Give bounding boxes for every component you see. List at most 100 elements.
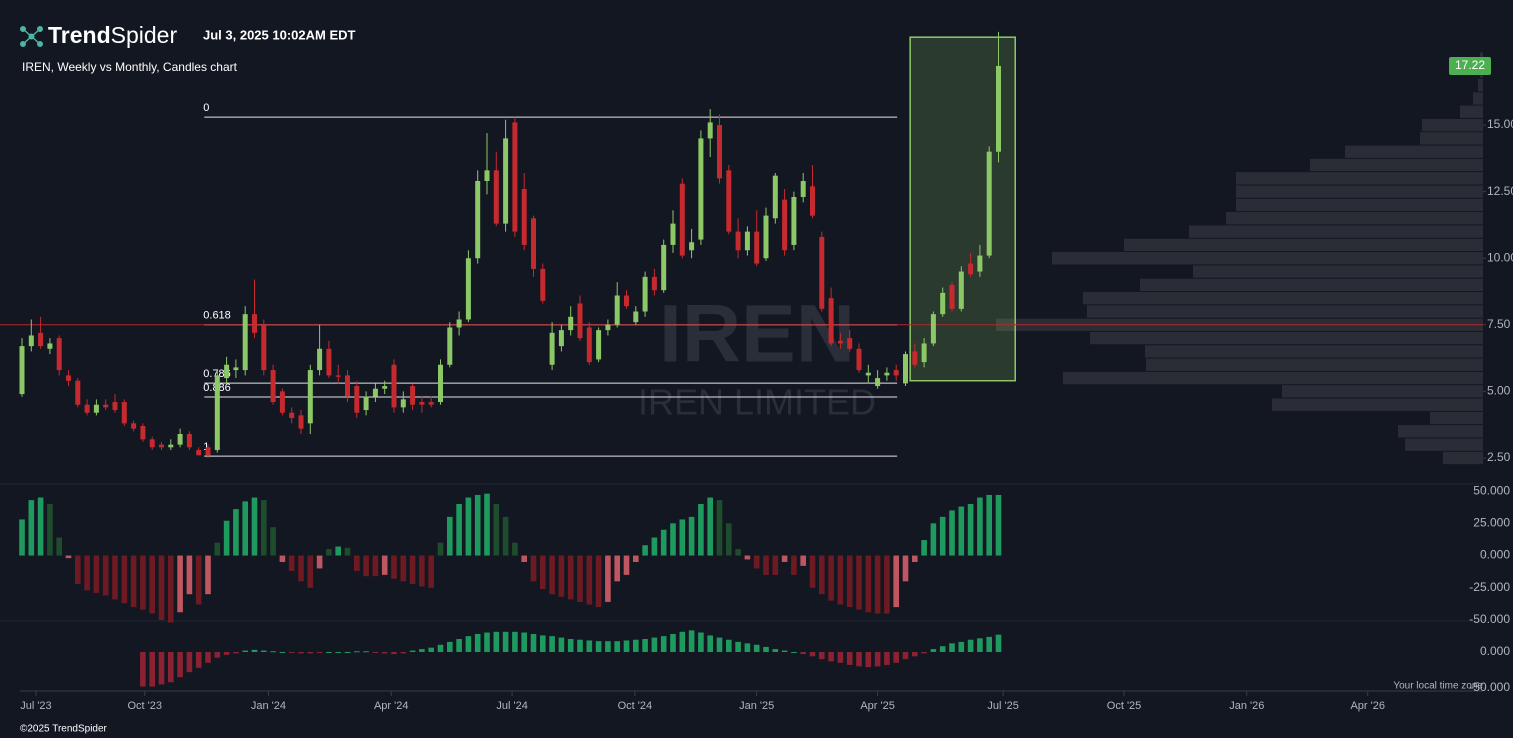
- osc2-bar: [921, 651, 927, 654]
- osc1-bar: [884, 555, 890, 614]
- candle-body: [847, 338, 853, 349]
- x-tick-label: Apr '25: [860, 700, 895, 712]
- osc2-bar: [512, 631, 518, 652]
- candle-body: [205, 447, 211, 456]
- osc2-bar: [623, 640, 630, 652]
- osc1-bar: [753, 555, 760, 569]
- candle-body: [791, 196, 797, 245]
- osc2-bar: [195, 651, 202, 668]
- osc1-bar: [688, 516, 695, 556]
- osc1-bar: [344, 547, 351, 556]
- osc2-bar: [633, 639, 639, 652]
- osc1-bar: [93, 555, 100, 593]
- candle-body: [438, 364, 443, 403]
- osc1-bar: [949, 510, 955, 556]
- watermark-symbol: IREN: [659, 289, 855, 380]
- volume-profile-bar: [1420, 132, 1483, 145]
- osc1-bar: [251, 497, 258, 556]
- osc2-bar: [772, 649, 779, 652]
- osc1-bar: [242, 501, 248, 556]
- osc2-bar: [865, 651, 872, 668]
- osc1-bar: [214, 542, 221, 556]
- osc1-bar: [484, 493, 490, 556]
- osc1-bar: [874, 555, 881, 614]
- osc2-bar: [437, 644, 444, 652]
- candle-body: [865, 372, 871, 376]
- volume-profile-bar: [1124, 238, 1483, 252]
- osc2-bar: [354, 651, 360, 653]
- osc2-bar: [595, 641, 602, 652]
- osc2-bar: [679, 631, 686, 652]
- osc1-bar: [735, 549, 741, 556]
- candle-body: [66, 375, 71, 381]
- osc1-bar: [800, 555, 806, 566]
- y-tick-label: 7.50: [1487, 317, 1511, 331]
- candle-body: [763, 215, 769, 259]
- osc2-bar: [819, 651, 825, 660]
- osc1-bar: [298, 555, 304, 582]
- timestamp: Jul 3, 2025 10:02AM EDT: [203, 27, 356, 42]
- osc2-bar: [726, 639, 732, 652]
- volume-profile-bar: [1090, 331, 1483, 345]
- osc2-bar: [419, 649, 425, 652]
- osc1-bar: [716, 500, 723, 556]
- osc1-bar: [149, 555, 155, 614]
- osc1-bar: [437, 542, 444, 556]
- osc1-bar: [279, 555, 286, 562]
- osc1-bar: [65, 555, 72, 559]
- candle-body: [717, 125, 722, 179]
- osc1-bar: [335, 546, 341, 556]
- osc1-bar: [261, 500, 267, 556]
- volume-profile-bar: [1422, 118, 1483, 132]
- osc2-bar: [409, 650, 416, 652]
- osc1-bar: [307, 555, 314, 588]
- osc1-bar: [130, 555, 137, 608]
- candle-body: [400, 399, 406, 408]
- candle-body: [38, 332, 44, 347]
- osc2-bar: [391, 651, 397, 655]
- osc2-bar: [484, 632, 490, 652]
- candle-body: [270, 370, 276, 403]
- x-tick-label: Jul '23: [20, 700, 51, 712]
- candle-body: [726, 170, 732, 232]
- candle-body: [856, 348, 862, 371]
- osc2-bar: [428, 647, 434, 652]
- osc2-bar: [577, 639, 583, 652]
- osc2-bar: [558, 637, 565, 652]
- fib-label: 0.618: [203, 310, 231, 322]
- candle-body: [605, 324, 611, 331]
- osc2-bar: [326, 651, 332, 653]
- candle-body: [19, 346, 25, 395]
- plot-layer: 00.6180.7860.88612.505.007.5010.0012.501…: [0, 31, 1513, 712]
- osc1-bar: [939, 516, 946, 556]
- y-tick-label: 12.50: [1487, 184, 1513, 198]
- candle-body: [242, 314, 248, 371]
- candle-body: [958, 271, 964, 309]
- brand-light: Spider: [111, 22, 178, 48]
- osc2-bar: [893, 651, 899, 663]
- osc1-bar: [316, 555, 323, 569]
- osc1-bar: [158, 555, 165, 620]
- brand: TrendSpider: [48, 22, 177, 48]
- osc2-bar: [205, 651, 211, 663]
- osc1-bar: [37, 497, 44, 556]
- osc1-bar: [726, 523, 732, 556]
- candle-body: [382, 386, 388, 389]
- osc2-bar: [474, 633, 481, 652]
- y-tick-label: 5.00: [1487, 384, 1511, 398]
- candle-body: [391, 364, 397, 408]
- osc1-bar: [558, 555, 565, 597]
- osc2-bar: [995, 634, 1002, 652]
- osc2-tick-label: 0.000: [1480, 644, 1510, 658]
- osc2-bar: [447, 641, 453, 652]
- osc1-bar: [56, 537, 62, 556]
- candle-body: [75, 380, 81, 405]
- fib-label: 1: [203, 441, 209, 453]
- osc2-bar: [967, 639, 974, 652]
- osc1-bar: [28, 500, 35, 556]
- candle-body: [279, 391, 285, 413]
- volume-profile-bar: [1398, 425, 1483, 438]
- volume-profile-bar: [1083, 292, 1483, 305]
- osc1-bar: [456, 503, 462, 556]
- x-tick-label: Jan '24: [251, 700, 286, 712]
